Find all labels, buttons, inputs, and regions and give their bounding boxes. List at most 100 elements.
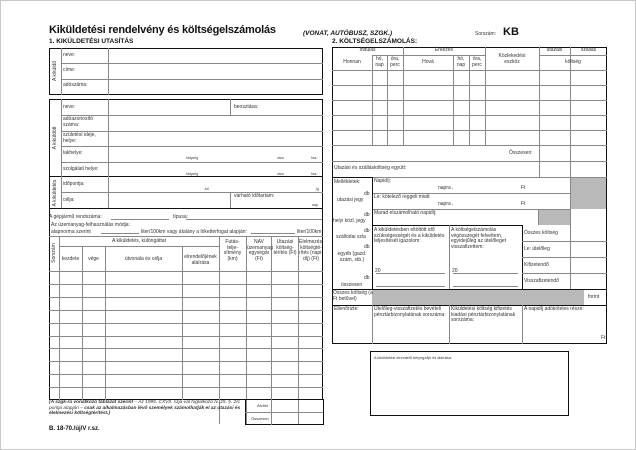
column-line	[570, 177, 571, 289]
column-line	[108, 48, 109, 95]
column-line	[485, 47, 486, 145]
trip-duration-label: várható időtartam:	[234, 193, 275, 199]
advance-label: Le: útelőleg	[524, 246, 550, 252]
attachments-total-label: összesen	[341, 282, 363, 288]
serial-value: KB	[503, 26, 519, 38]
transport-label: (VONAT, AUTÓBUSZ, SZGK.)	[303, 30, 393, 37]
residence-no-hint: hsz.	[311, 156, 318, 160]
trip-to-hint: -ig	[315, 187, 319, 191]
db-hotel: db	[364, 228, 370, 234]
workplace-street-hint: utca	[277, 172, 284, 176]
right-total-label: Összesen:	[509, 150, 533, 156]
row-line	[49, 335, 323, 337]
column-line	[219, 236, 220, 424]
col-arr-time: óra, perc	[472, 56, 482, 68]
row-line	[522, 241, 607, 242]
trip-from-hint: -tól	[204, 187, 209, 191]
row-line	[49, 296, 323, 298]
attachments-title: Mellékletek:	[334, 179, 361, 185]
row-line	[332, 161, 607, 162]
local-ticket-label: helyi közl. jegy	[333, 218, 366, 224]
column-line	[61, 99, 62, 177]
row-line	[49, 361, 323, 363]
column-line	[539, 145, 540, 177]
column-line	[538, 209, 539, 225]
row-line	[61, 192, 323, 193]
employee-name-label: neve:	[63, 104, 76, 110]
row-line	[332, 130, 607, 131]
column-line	[271, 399, 272, 425]
row-line	[49, 322, 323, 324]
daily-ft: Ft	[521, 185, 526, 191]
column-line	[403, 47, 404, 145]
column-line	[570, 47, 571, 55]
liter-label: liter/100km vagy átalány a lökettérfogat…	[141, 229, 247, 235]
db-local: db	[364, 212, 370, 218]
serial-label: Sorszám:	[475, 31, 497, 37]
col-from: Honnan	[343, 59, 361, 65]
employee-taxid-label: adóazonosító száma:	[63, 116, 94, 128]
trip-side-label: A kiküldetés	[52, 179, 58, 207]
column-line	[59, 236, 60, 400]
employee-birth-label: születési ideje, helye:	[63, 132, 96, 144]
col-group: A kiküldetés, különgáttat	[112, 238, 166, 244]
residence-street-hint: utca	[277, 156, 284, 160]
column-line	[372, 305, 373, 344]
row-line	[245, 412, 323, 413]
col-nav: NAV üzemanyag egységár (Ft)	[247, 239, 273, 262]
db-total: db	[364, 275, 370, 281]
row-line	[49, 236, 323, 237]
fuel-mode-label: Az üzemanyag-felhasználás módja:	[51, 222, 130, 228]
col-ordered: elrendelőjének aláírása	[184, 254, 217, 266]
col-serial: Sorszám	[51, 243, 57, 263]
shaded-cell	[372, 289, 584, 305]
certify-received-text: A költségelszámolás végösszegét felvette…	[451, 227, 507, 250]
db-other: db	[364, 244, 370, 250]
col-travel: Utazási költség-térítés (Ft)	[273, 239, 297, 257]
row-line	[61, 131, 323, 132]
column-line	[230, 99, 231, 115]
column-line	[61, 48, 62, 95]
row-line	[49, 387, 323, 389]
row-line	[522, 257, 607, 258]
row-line	[332, 145, 607, 146]
form-code: B. 18-70./új/V r.sz.	[49, 426, 100, 432]
col-dep-day: hó, nap	[375, 56, 384, 68]
row-line	[59, 246, 219, 247]
total-in-words-label: Összes költség (a Ft betűvel)	[333, 290, 373, 302]
column-line	[271, 236, 272, 424]
forint-label: forint	[588, 294, 600, 300]
residence-label: lakhelye:	[63, 150, 83, 156]
residence-city-hint: helység	[186, 156, 199, 160]
row-line	[453, 273, 518, 274]
row-line	[403, 55, 485, 56]
column-line	[570, 55, 571, 177]
row-line	[61, 162, 323, 163]
itinerary-box	[49, 208, 323, 400]
row-line	[49, 309, 323, 311]
row-line	[61, 146, 323, 147]
col-travel-cost: utazási	[546, 47, 563, 53]
workplace-city-hint: helység	[186, 172, 199, 176]
carry-label: Átvitel	[257, 403, 268, 408]
certify-year-2: 20	[452, 268, 458, 274]
type-label: típusa:	[173, 214, 189, 220]
column-line	[230, 192, 231, 209]
sender-side-label: A kiküldő	[52, 61, 58, 82]
taxable-ft: Ft	[601, 335, 606, 341]
daily-for-days: napra ,	[438, 185, 454, 191]
breakfast-for-days: napra ,	[438, 201, 454, 207]
col-arrival: Érkezés	[434, 47, 454, 53]
combined-cost-label: Utazási és szállásköltség együtt:	[334, 165, 407, 171]
shaded-cell	[570, 177, 607, 209]
trip-days-hint: nap	[312, 203, 318, 207]
sender-address-label: címe:	[63, 67, 76, 73]
shaded-cell	[538, 209, 570, 225]
sender-tax-label: adószáma:	[63, 82, 88, 88]
col-cost: költség	[565, 59, 581, 65]
row-line	[372, 193, 570, 194]
daily-allowance-label: Napidíj:	[374, 178, 391, 184]
col-dep-time: óra, perc	[390, 56, 400, 68]
receipt-number-label: Útelőleg-visszafizetés bevételi pénztárb…	[374, 306, 446, 318]
